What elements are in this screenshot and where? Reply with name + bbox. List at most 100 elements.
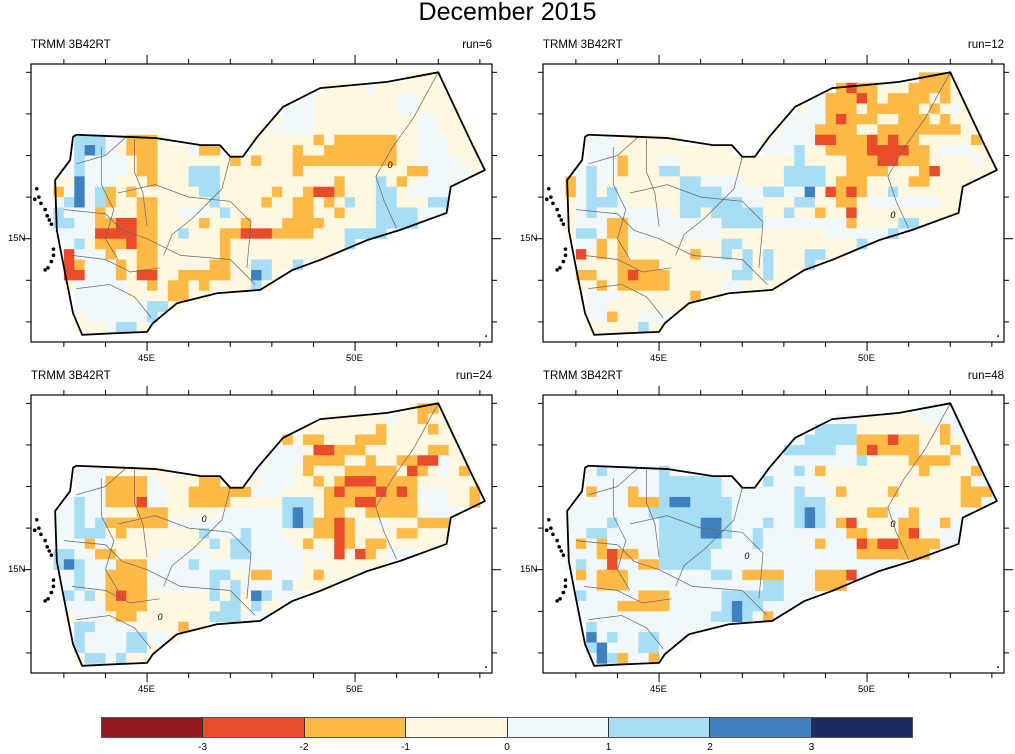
grid-cell [763, 528, 774, 539]
grid-cell [638, 600, 650, 612]
grid-cell [396, 548, 408, 560]
grid-cell [396, 517, 408, 529]
grid-cell [251, 155, 262, 167]
grid-cell [846, 507, 858, 519]
grid-cell [303, 517, 314, 529]
grid-cell [690, 528, 702, 539]
grid-cell [721, 217, 733, 229]
grid-cell [417, 155, 429, 167]
grid-cell [835, 496, 847, 508]
grid-cell [731, 528, 743, 539]
grid-cell [230, 486, 242, 498]
grid-cell [427, 517, 439, 529]
grid-cell [835, 186, 847, 198]
grid-cell [292, 259, 304, 271]
grid-cell [773, 486, 785, 498]
grid-cell [825, 434, 837, 446]
grid-cell [575, 569, 587, 581]
grid-cell [199, 259, 210, 271]
grid-cell [407, 186, 418, 198]
grid-cell [334, 145, 346, 156]
grid-cell [417, 476, 429, 487]
grid-cell [565, 538, 577, 550]
grid-cell [334, 476, 346, 487]
grid-cell [627, 569, 639, 581]
grid-cell [596, 590, 608, 602]
grid-cell [230, 217, 242, 229]
grid-cell [638, 528, 650, 539]
grid-cell [825, 528, 837, 539]
grid-cell [365, 496, 377, 508]
grid-cell [147, 538, 158, 550]
grid-cell [167, 259, 179, 271]
grid-cell [219, 517, 231, 529]
grid-cell [167, 269, 179, 281]
grid-cell [669, 197, 681, 208]
grid-cell [659, 228, 670, 240]
grid-cell [178, 186, 190, 198]
grid-cell [867, 434, 878, 446]
grid-cell [115, 155, 127, 167]
grid-cell [638, 238, 650, 250]
grid-cell [95, 249, 106, 260]
grid-cell [867, 496, 878, 508]
grid-cell [95, 228, 106, 240]
grid-cell [188, 621, 200, 633]
grid-cell [344, 186, 356, 198]
grid-cell [95, 590, 106, 602]
grid-cell [386, 496, 398, 508]
grid-cell [126, 207, 138, 219]
grid-cell [240, 207, 252, 219]
grid-cell [427, 155, 439, 167]
grid-cell [407, 465, 418, 477]
grid-cell [898, 113, 910, 125]
grid-cell [396, 538, 408, 550]
grid-cell [407, 103, 418, 115]
grid-cell [950, 507, 962, 519]
grid-cell [167, 569, 179, 581]
admin-boundary [134, 469, 148, 558]
grid-cell [731, 611, 743, 623]
grid-cell [700, 197, 712, 208]
grid-cell [835, 103, 847, 115]
grid-cell [136, 228, 148, 240]
grid-cell [167, 290, 179, 302]
grid-cell [219, 507, 231, 519]
grid-cell [638, 290, 650, 302]
grid-cell [74, 217, 86, 229]
grid-cell [971, 476, 982, 487]
grid-cell [313, 496, 325, 508]
grid-cell [115, 197, 127, 208]
grid-cell [126, 269, 138, 281]
grid-cell [919, 165, 930, 177]
grid-cell [147, 186, 158, 198]
grid-cell [596, 632, 608, 643]
grid-cell [199, 249, 210, 260]
grid-cell [586, 186, 598, 198]
grid-cell [417, 93, 429, 104]
grid-cell [804, 486, 816, 498]
contour-label: 0 [157, 612, 162, 622]
grid-cell [669, 590, 681, 602]
grid-cell [846, 444, 858, 456]
grid-cell [856, 155, 868, 167]
grid-cell [251, 249, 262, 260]
grid-cell [690, 559, 702, 571]
grid-cell [438, 538, 450, 550]
grid-cell [251, 217, 262, 229]
panel-source-label: TRMM 3B42RT [543, 370, 623, 382]
grid-cell [95, 632, 106, 643]
grid-cell [355, 434, 366, 446]
grid-cell [825, 145, 837, 156]
grid-cell [887, 455, 899, 467]
grid-cell [126, 476, 138, 487]
grid-cell [167, 590, 179, 602]
grid-cell [607, 642, 618, 654]
grid-cell [84, 165, 96, 177]
grid-cell [95, 642, 106, 654]
grid-cell [617, 652, 629, 664]
grid-cell [648, 197, 660, 208]
lon-label-45e: 45E [138, 353, 155, 364]
grid-cell [313, 569, 325, 581]
grid-cell [669, 238, 681, 250]
